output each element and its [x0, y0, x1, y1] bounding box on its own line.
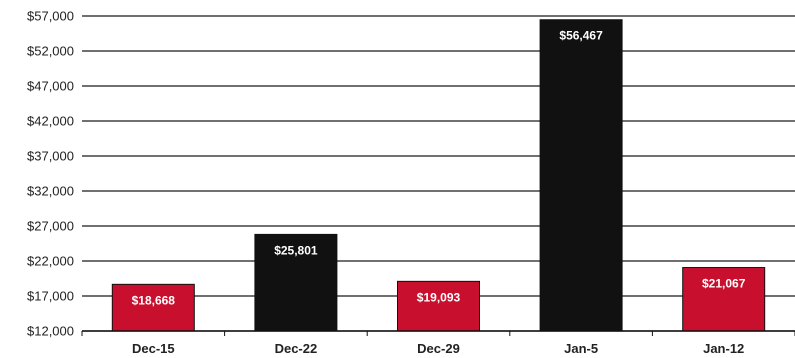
- bar-dec-15: [111, 283, 195, 332]
- x-category-label: Dec-29: [417, 341, 460, 356]
- bar-jan-12: [682, 267, 766, 332]
- y-tick-label: $22,000: [27, 254, 74, 269]
- y-tick-label: $47,000: [27, 79, 74, 94]
- gridlines: [82, 15, 795, 332]
- x-axis: [81, 330, 795, 336]
- y-tick-label: $37,000: [27, 149, 74, 164]
- y-tick-label: $32,000: [27, 184, 74, 199]
- y-tick-label: $42,000: [27, 114, 74, 129]
- data-label: $25,801: [274, 243, 318, 257]
- y-axis-tick-labels: $12,000 $17,000 $22,000 $27,000 $32,000 $37,0…: [27, 9, 74, 339]
- x-category-label: Jan-12: [703, 341, 744, 356]
- bars: [111, 19, 766, 332]
- data-label: $18,668: [132, 293, 176, 307]
- x-category-label: Jan-5: [564, 341, 598, 356]
- data-label: $56,467: [559, 29, 603, 43]
- data-labels: $18,668 $25,801 $19,093 $56,467 $21,067: [132, 29, 746, 308]
- bar-jan-5: [539, 19, 623, 332]
- x-category-label: Dec-15: [132, 341, 175, 356]
- y-tick-label: $27,000: [27, 219, 74, 234]
- x-axis-category-labels: Dec-15 Dec-22 Dec-29 Jan-5 Jan-12: [132, 341, 744, 356]
- data-label: $21,067: [702, 277, 746, 291]
- y-tick-label: $52,000: [27, 44, 74, 59]
- y-tick-label: $57,000: [27, 9, 74, 24]
- x-category-label: Dec-22: [275, 341, 318, 356]
- bar-dec-29: [397, 280, 480, 332]
- y-tick-label: $17,000: [27, 289, 74, 304]
- data-label: $19,093: [417, 290, 461, 304]
- y-tick-label: $12,000: [27, 324, 74, 339]
- bar-dec-22: [254, 233, 338, 332]
